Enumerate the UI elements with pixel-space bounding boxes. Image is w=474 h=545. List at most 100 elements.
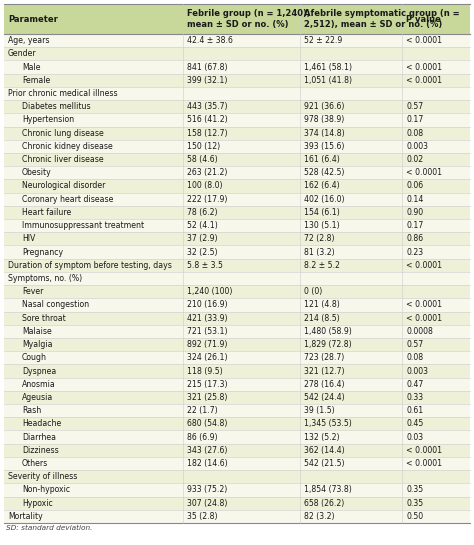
Text: 210 (16.9): 210 (16.9) <box>187 300 228 310</box>
Bar <box>4 4 470 34</box>
Text: 132 (5.2): 132 (5.2) <box>304 433 339 441</box>
Text: 154 (6.1): 154 (6.1) <box>304 208 340 217</box>
Text: Hypertension: Hypertension <box>22 116 74 124</box>
Text: 118 (9.5): 118 (9.5) <box>187 367 223 376</box>
Text: 1,345 (53.5): 1,345 (53.5) <box>304 420 352 428</box>
Text: 402 (16.0): 402 (16.0) <box>304 195 345 204</box>
Text: Obesity: Obesity <box>22 168 52 177</box>
Text: 680 (54.8): 680 (54.8) <box>187 420 228 428</box>
Text: 214 (8.5): 214 (8.5) <box>304 314 339 323</box>
Text: Severity of illness: Severity of illness <box>8 473 77 481</box>
Text: 0.17: 0.17 <box>406 221 424 230</box>
Text: 0.14: 0.14 <box>406 195 424 204</box>
Text: 39 (1.5): 39 (1.5) <box>304 406 335 415</box>
Text: 307 (24.8): 307 (24.8) <box>187 499 228 508</box>
Bar <box>4 470 470 483</box>
Text: 182 (14.6): 182 (14.6) <box>187 459 228 468</box>
Text: 162 (6.4): 162 (6.4) <box>304 181 339 191</box>
Text: Headache: Headache <box>22 420 61 428</box>
Text: 374 (14.8): 374 (14.8) <box>304 129 345 138</box>
Text: Anosmia: Anosmia <box>22 380 56 389</box>
Text: 0.03: 0.03 <box>406 433 424 441</box>
Bar <box>4 232 470 245</box>
Text: 723 (28.7): 723 (28.7) <box>304 353 344 362</box>
Text: 841 (67.8): 841 (67.8) <box>187 63 228 71</box>
Text: 58 (4.6): 58 (4.6) <box>187 155 218 164</box>
Text: Febrile group (n = 1,240),
mean ± SD or no. (%): Febrile group (n = 1,240), mean ± SD or … <box>187 9 310 29</box>
Text: Malaise: Malaise <box>22 327 52 336</box>
Bar <box>4 34 470 47</box>
Text: 421 (33.9): 421 (33.9) <box>187 314 228 323</box>
Text: Age, years: Age, years <box>8 36 49 45</box>
Text: P value: P value <box>406 15 441 23</box>
Bar <box>4 100 470 113</box>
Bar <box>4 444 470 457</box>
Bar <box>4 259 470 272</box>
Text: 42.4 ± 38.6: 42.4 ± 38.6 <box>187 36 233 45</box>
Bar <box>4 179 470 192</box>
Text: 0 (0): 0 (0) <box>304 287 322 296</box>
Bar <box>4 312 470 325</box>
Bar <box>4 483 470 496</box>
Bar <box>4 153 470 166</box>
Text: Symptoms, no. (%): Symptoms, no. (%) <box>8 274 82 283</box>
Text: Diabetes mellitus: Diabetes mellitus <box>22 102 91 111</box>
Bar <box>4 245 470 259</box>
Bar <box>4 298 470 312</box>
Text: 0.57: 0.57 <box>406 340 424 349</box>
Bar <box>4 431 470 444</box>
Text: Dyspnea: Dyspnea <box>22 367 56 376</box>
Bar <box>4 351 470 365</box>
Text: 393 (15.6): 393 (15.6) <box>304 142 344 151</box>
Text: 150 (12): 150 (12) <box>187 142 220 151</box>
Text: Diarrhea: Diarrhea <box>22 433 56 441</box>
Text: 0.86: 0.86 <box>406 234 424 244</box>
Text: 263 (21.2): 263 (21.2) <box>187 168 228 177</box>
Text: 0.47: 0.47 <box>406 380 424 389</box>
Bar <box>4 47 470 60</box>
Text: 933 (75.2): 933 (75.2) <box>187 486 228 494</box>
Bar <box>4 417 470 431</box>
Text: Dizziness: Dizziness <box>22 446 59 455</box>
Text: Immunosuppressant treatment: Immunosuppressant treatment <box>22 221 144 230</box>
Text: 1,854 (73.8): 1,854 (73.8) <box>304 486 352 494</box>
Text: 542 (24.4): 542 (24.4) <box>304 393 345 402</box>
Text: < 0.0001: < 0.0001 <box>406 36 443 45</box>
Text: < 0.0001: < 0.0001 <box>406 261 443 270</box>
Text: < 0.0001: < 0.0001 <box>406 446 443 455</box>
Bar <box>4 457 470 470</box>
Text: 921 (36.6): 921 (36.6) <box>304 102 344 111</box>
Text: 5.8 ± 3.5: 5.8 ± 3.5 <box>187 261 223 270</box>
Text: Gender: Gender <box>8 50 36 58</box>
Text: Non-hypoxic: Non-hypoxic <box>22 486 70 494</box>
Bar <box>4 496 470 510</box>
Text: 161 (6.4): 161 (6.4) <box>304 155 340 164</box>
Text: 81 (3.2): 81 (3.2) <box>304 247 335 257</box>
Text: Female: Female <box>22 76 50 85</box>
Text: Chronic lung disease: Chronic lung disease <box>22 129 104 138</box>
Text: Pregnancy: Pregnancy <box>22 247 63 257</box>
Text: 130 (5.1): 130 (5.1) <box>304 221 339 230</box>
Text: 324 (26.1): 324 (26.1) <box>187 353 228 362</box>
Bar <box>4 391 470 404</box>
Text: Neurological disorder: Neurological disorder <box>22 181 105 191</box>
Text: 321 (12.7): 321 (12.7) <box>304 367 345 376</box>
Text: 0.50: 0.50 <box>406 512 424 521</box>
Text: Ageusia: Ageusia <box>22 393 53 402</box>
Text: 35 (2.8): 35 (2.8) <box>187 512 218 521</box>
Text: 0.08: 0.08 <box>406 353 424 362</box>
Text: 978 (38.9): 978 (38.9) <box>304 116 344 124</box>
Bar <box>4 404 470 417</box>
Text: 721 (53.1): 721 (53.1) <box>187 327 228 336</box>
Text: 1,461 (58.1): 1,461 (58.1) <box>304 63 352 71</box>
Bar <box>4 365 470 378</box>
Text: Nasal congestion: Nasal congestion <box>22 300 89 310</box>
Bar <box>4 510 470 523</box>
Text: 278 (16.4): 278 (16.4) <box>304 380 345 389</box>
Text: 0.06: 0.06 <box>406 181 424 191</box>
Text: < 0.0001: < 0.0001 <box>406 168 443 177</box>
Text: Others: Others <box>22 459 48 468</box>
Text: 52 (4.1): 52 (4.1) <box>187 221 218 230</box>
Text: 215 (17.3): 215 (17.3) <box>187 380 228 389</box>
Text: 82 (3.2): 82 (3.2) <box>304 512 335 521</box>
